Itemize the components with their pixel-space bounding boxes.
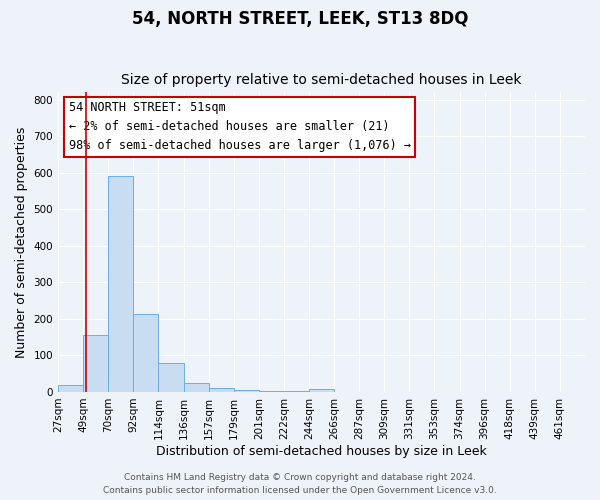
Bar bbox=[184, 383, 209, 392]
Bar bbox=[158, 364, 184, 392]
Bar bbox=[83, 336, 108, 392]
Text: 54 NORTH STREET: 51sqm
← 2% of semi-detached houses are smaller (21)
98% of semi: 54 NORTH STREET: 51sqm ← 2% of semi-deta… bbox=[68, 102, 410, 152]
Text: Contains HM Land Registry data © Crown copyright and database right 2024.
Contai: Contains HM Land Registry data © Crown c… bbox=[103, 474, 497, 495]
Bar bbox=[309, 390, 334, 392]
Bar bbox=[259, 391, 284, 392]
Y-axis label: Number of semi-detached properties: Number of semi-detached properties bbox=[15, 126, 28, 358]
Bar bbox=[284, 391, 309, 392]
Bar bbox=[133, 314, 158, 392]
Bar bbox=[108, 176, 133, 392]
Text: 54, NORTH STREET, LEEK, ST13 8DQ: 54, NORTH STREET, LEEK, ST13 8DQ bbox=[132, 10, 468, 28]
Title: Size of property relative to semi-detached houses in Leek: Size of property relative to semi-detach… bbox=[121, 73, 522, 87]
X-axis label: Distribution of semi-detached houses by size in Leek: Distribution of semi-detached houses by … bbox=[156, 444, 487, 458]
Bar bbox=[209, 388, 233, 392]
Bar bbox=[233, 390, 259, 392]
Bar bbox=[58, 384, 83, 392]
